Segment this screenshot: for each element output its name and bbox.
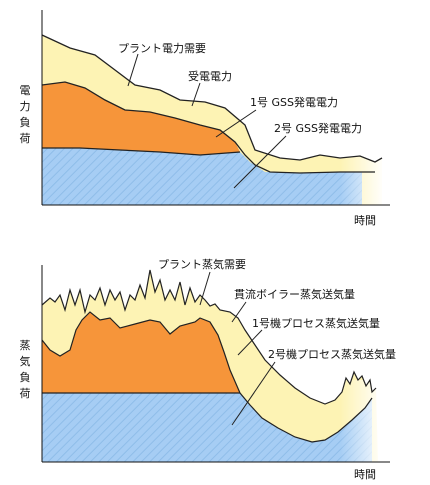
top-demand-line: [41, 34, 383, 163]
top-label-unit2: 2号 GSS発電電力: [274, 121, 362, 135]
top-leader-received: [191, 82, 201, 107]
top-xlabel: 時間: [354, 214, 376, 227]
top-ylabel-char-3: 荷: [20, 132, 31, 145]
bottom-ylabel-char-1: 気: [20, 354, 31, 368]
bottom-leader-demand: [199, 271, 211, 306]
bottom-label-unit2: 2号機プロセス蒸気送気量: [268, 347, 396, 361]
bottom-leader-unit2: [231, 361, 276, 426]
bottom-label-once-through: 貫流ボイラー蒸気送気量: [234, 287, 355, 301]
bottom-ylabel-char-2: 負: [20, 371, 31, 384]
top-ylabel-char-1: 力: [20, 100, 31, 113]
bottom-unit1-area: [42, 312, 240, 393]
top-label-unit1: 1号 GSS発電電力: [250, 95, 338, 109]
bottom-oncethrough-line: [41, 311, 373, 443]
top-label-plant-demand: プラント電力需要: [118, 42, 206, 55]
top-unit2-area: [42, 148, 362, 205]
bottom-unit2-area: [42, 393, 372, 462]
bottom-ylabel-char-3: 荷: [20, 387, 31, 400]
top-leader-unit1: [215, 109, 257, 138]
bottom-diagram: プラント蒸気需要 貫流ボイラー蒸気送気量 1号機プロセス蒸気送気量 2号機プロセ…: [20, 257, 397, 481]
top-unit1-area: [42, 82, 240, 155]
top-diagram: プラント電力需要 受電電力 1号 GSS発電電力 2号 GSS発電電力 電 力 …: [20, 10, 390, 227]
bottom-ylabel-char-0: 蒸: [20, 339, 31, 352]
top-ylabel-char-2: 負: [20, 116, 31, 129]
top-received-line: [41, 81, 375, 174]
top-leader-demand: [127, 53, 139, 87]
top-leader-unit2: [233, 135, 287, 189]
top-unit-boundary-line: [42, 147, 241, 156]
bottom-leader-unit1: [237, 329, 263, 356]
bottom-fade: [340, 380, 385, 463]
bottom-leader-oncethrough: [231, 301, 247, 323]
bottom-label-unit1: 1号機プロセス蒸気送気量: [252, 316, 380, 330]
bottom-label-plant-demand: プラント蒸気需要: [158, 257, 246, 271]
top-ylabel-char-0: 電: [20, 84, 31, 97]
bottom-demand-line: [41, 269, 377, 405]
bottom-xlabel: 時間: [354, 468, 376, 481]
top-fade: [340, 150, 385, 206]
top-label-received: 受電電力: [188, 70, 232, 83]
